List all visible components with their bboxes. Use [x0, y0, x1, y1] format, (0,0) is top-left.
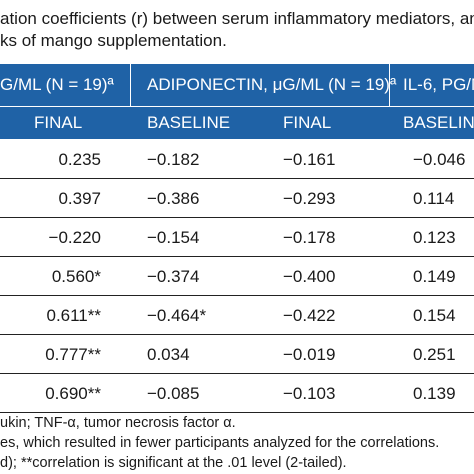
header-group-1: G/ML (N = 19)ª — [0, 75, 114, 94]
cell-adiponectin-final: −0.422 — [283, 306, 336, 325]
header-final-adiponectin: FINAL — [283, 113, 332, 132]
cell-final-1: 0.777** — [45, 345, 101, 364]
footnote-line-3: d); **correlation is significant at the … — [0, 455, 347, 471]
table-footnotes: ukin; TNF-α, tumor necrosis factor α. es… — [0, 413, 474, 473]
cell-final-1: 0.690** — [45, 384, 101, 403]
cell-adiponectin-baseline: −0.182 — [147, 150, 200, 169]
cell-adiponectin-baseline: −0.464* — [147, 306, 207, 325]
table-row: 0.777** 0.034 −0.019 0.251 — [0, 335, 474, 374]
header-baseline-il6: BASELINE — [403, 113, 474, 132]
cell-final-1: −0.220 — [48, 228, 101, 247]
table-caption: ation coefficients (r) between serum inf… — [0, 8, 474, 52]
header-baseline-adiponectin: BASELINE — [147, 113, 231, 132]
cell-adiponectin-final: −0.161 — [283, 150, 336, 169]
header-group-il6: IL-6, PG/M — [403, 75, 474, 94]
table-row: 0.235 −0.182 −0.161 −0.046 — [0, 140, 474, 179]
cell-final-1: 0.560* — [51, 267, 101, 286]
caption-line-2: ks of mango supplementation. — [0, 31, 227, 50]
cell-adiponectin-final: −0.178 — [283, 228, 336, 247]
cell-il6-baseline: 0.251 — [413, 345, 456, 364]
table-row: 0.611** −0.464* −0.422 0.154 — [0, 296, 474, 335]
cell-adiponectin-final: −0.400 — [283, 267, 336, 286]
cell-il6-baseline: −0.046 — [413, 150, 466, 169]
cell-adiponectin-baseline: 0.034 — [147, 345, 190, 364]
table-row: 0.560* −0.374 −0.400 0.149 — [0, 257, 474, 296]
cell-adiponectin-baseline: −0.374 — [147, 267, 200, 286]
cell-il6-baseline: 0.114 — [413, 189, 455, 208]
table-row: 0.397 −0.386 −0.293 0.114 — [0, 179, 474, 218]
caption-line-1: ation coefficients (r) between serum inf… — [0, 9, 474, 28]
table-row: −0.220 −0.154 −0.178 0.123 — [0, 218, 474, 257]
cell-adiponectin-baseline: −0.386 — [147, 189, 200, 208]
cell-adiponectin-final: −0.019 — [283, 345, 336, 364]
footnote-line-1: ukin; TNF-α, tumor necrosis factor α. — [0, 415, 236, 431]
cell-adiponectin-baseline: −0.154 — [147, 228, 200, 247]
cell-final-1: 0.235 — [58, 150, 101, 169]
cell-final-1: 0.397 — [58, 189, 101, 208]
footnote-line-2: es, which resulted in fewer participants… — [0, 435, 440, 451]
table-header-group-row: G/ML (N = 19)ª ADIPONECTIN, μG/ML (N = 1… — [0, 64, 474, 107]
cell-il6-baseline: 0.149 — [413, 267, 456, 286]
table-header-sub-row: FINAL BASELINE FINAL BASELINE — [0, 107, 474, 139]
header-final-1: FINAL — [34, 113, 83, 132]
cell-adiponectin-baseline: −0.085 — [147, 384, 200, 403]
cell-il6-baseline: 0.123 — [413, 228, 456, 247]
header-separator — [389, 64, 390, 106]
cell-adiponectin-final: −0.103 — [283, 384, 336, 403]
cell-il6-baseline: 0.154 — [413, 306, 456, 325]
cell-adiponectin-final: −0.293 — [283, 189, 336, 208]
header-group-adiponectin: ADIPONECTIN, μG/ML (N = 19)ª — [147, 75, 397, 94]
header-separator — [130, 64, 131, 106]
cell-final-1: 0.611** — [46, 306, 101, 325]
table-row: 0.690** −0.085 −0.103 0.139 — [0, 374, 474, 413]
cell-il6-baseline: 0.139 — [413, 384, 456, 403]
